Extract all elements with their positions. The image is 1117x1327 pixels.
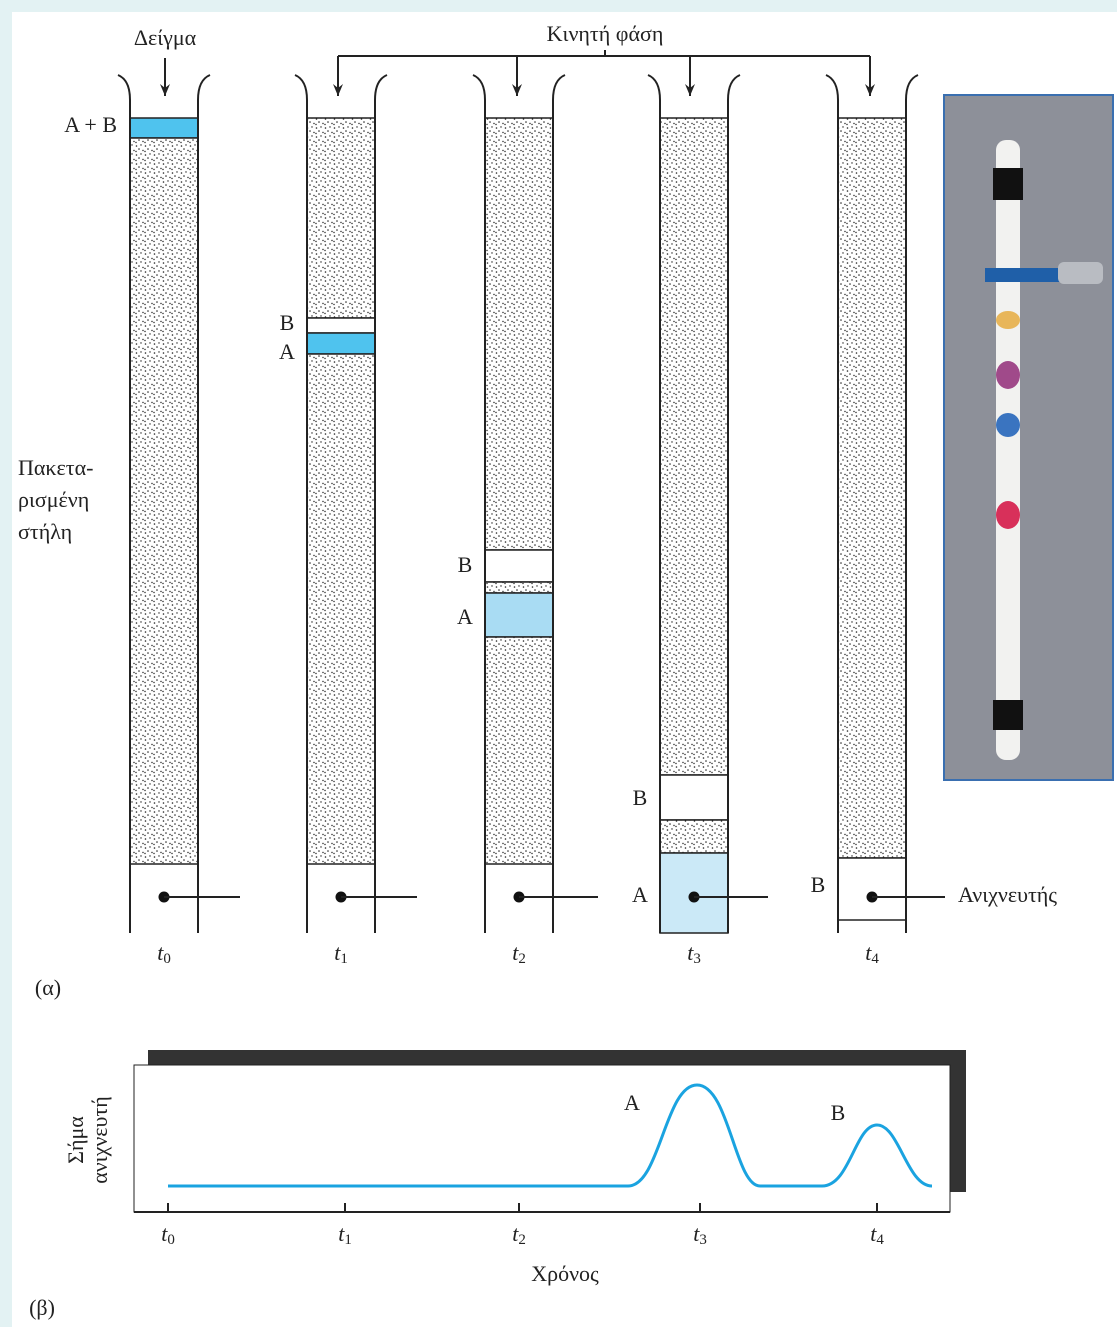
column-photo bbox=[943, 94, 1114, 781]
peak-label: B bbox=[831, 1100, 846, 1125]
column-segment bbox=[837, 857, 907, 921]
column-segment bbox=[659, 117, 729, 776]
time-index: 0 bbox=[163, 951, 171, 967]
time-symbol: t bbox=[161, 1221, 168, 1246]
time-index: 2 bbox=[518, 951, 526, 967]
column-label: Πακετα- bbox=[18, 455, 93, 480]
time-index: 4 bbox=[871, 951, 879, 967]
time-symbol: t bbox=[870, 1221, 877, 1246]
column-walls bbox=[117, 74, 211, 933]
time-index: 3 bbox=[699, 1232, 707, 1248]
time-symbol: t bbox=[512, 940, 519, 965]
time-symbol: t bbox=[687, 940, 694, 965]
x-tick-label: t2 bbox=[512, 1221, 526, 1248]
column-segment bbox=[659, 819, 729, 854]
column-segment bbox=[306, 117, 376, 319]
time-symbol: t bbox=[693, 1221, 700, 1246]
column-segment bbox=[306, 332, 376, 355]
column-segment bbox=[484, 549, 554, 583]
time-index: 3 bbox=[693, 951, 701, 967]
initial-band-label: A + B bbox=[64, 112, 117, 137]
column-label: ρισμένη bbox=[18, 487, 89, 512]
time-symbol: t bbox=[334, 940, 341, 965]
column-segment bbox=[484, 117, 554, 551]
band-label: A bbox=[457, 604, 473, 629]
x-tick-label: t0 bbox=[161, 1221, 175, 1248]
column-segment bbox=[659, 774, 729, 821]
time-symbol: t bbox=[512, 1221, 519, 1246]
sample-label: Δείγμα bbox=[134, 25, 197, 50]
band-label: B bbox=[633, 785, 648, 810]
band-label: B bbox=[458, 552, 473, 577]
time-symbol: t bbox=[865, 940, 872, 965]
detector-label: Ανιχνευτής bbox=[958, 882, 1057, 907]
column-segment bbox=[484, 581, 554, 594]
column-segment bbox=[129, 117, 199, 139]
time-index: 1 bbox=[344, 1232, 352, 1248]
time-symbol: t bbox=[157, 940, 164, 965]
y-axis-label: Σήμα ανιχνευτή bbox=[63, 1096, 112, 1184]
mobile-phase-bracket bbox=[338, 50, 870, 57]
plot-frame bbox=[133, 1064, 951, 1213]
time-index: 2 bbox=[518, 1232, 526, 1248]
column-walls bbox=[472, 74, 566, 933]
time-index: 4 bbox=[876, 1232, 884, 1248]
mobile-phase-label: Κινητή φάση bbox=[547, 21, 664, 46]
time-label: t0 bbox=[157, 940, 171, 967]
column-walls bbox=[647, 74, 741, 933]
time-index: 0 bbox=[167, 1232, 175, 1248]
time-label: t2 bbox=[512, 940, 526, 967]
band-label: A bbox=[632, 882, 648, 907]
band-label: B bbox=[280, 310, 295, 335]
time-label: t3 bbox=[687, 940, 701, 967]
time-index: 1 bbox=[340, 951, 348, 967]
band-label: A bbox=[279, 339, 295, 364]
panel-label: (β) bbox=[29, 1295, 55, 1320]
column-segment bbox=[837, 117, 907, 859]
band-label: B bbox=[811, 872, 826, 897]
time-symbol: t bbox=[338, 1221, 345, 1246]
time-label: t1 bbox=[334, 940, 348, 967]
y-axis-label-line: Σήμα bbox=[63, 1116, 88, 1164]
y-axis-label-line: ανιχνευτή bbox=[87, 1096, 112, 1184]
column-walls bbox=[825, 74, 919, 933]
x-axis-label: Χρόνος bbox=[531, 1261, 599, 1286]
column-segment bbox=[129, 137, 199, 865]
column-segment bbox=[484, 592, 554, 638]
column-walls bbox=[294, 74, 388, 933]
x-tick-label: t4 bbox=[870, 1221, 884, 1248]
signal-curve bbox=[168, 1083, 933, 1188]
panel-label: (α) bbox=[35, 975, 61, 1000]
peak-label: A bbox=[624, 1090, 640, 1115]
column-segment bbox=[484, 636, 554, 865]
x-tick-label: t1 bbox=[338, 1221, 352, 1248]
time-label: t4 bbox=[865, 940, 879, 967]
column-segment bbox=[306, 353, 376, 865]
column-label: στήλη bbox=[18, 519, 72, 544]
x-tick-label: t3 bbox=[693, 1221, 707, 1248]
column-segment bbox=[306, 317, 376, 334]
